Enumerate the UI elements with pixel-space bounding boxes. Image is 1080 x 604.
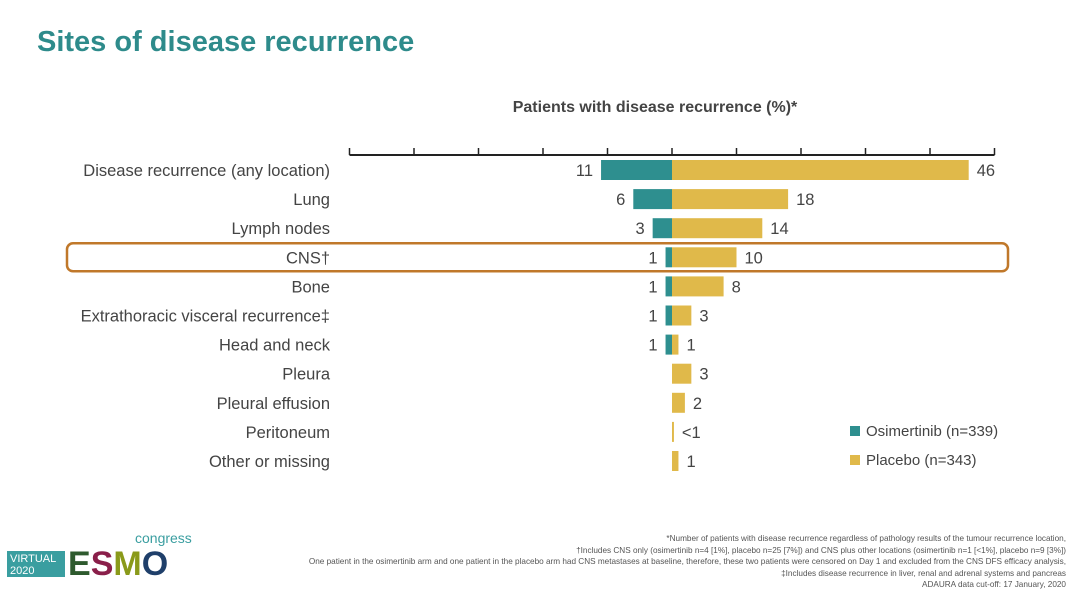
footnote: One patient in the osimertinib arm and o… bbox=[308, 557, 1066, 566]
placebo-value-label: <1 bbox=[682, 424, 701, 442]
logo-year: 2020 bbox=[10, 565, 35, 577]
highlight-box bbox=[65, 242, 1010, 273]
category-label: Peritoneum bbox=[246, 424, 330, 442]
category-label: Pleural effusion bbox=[217, 395, 330, 413]
osimertinib-bar bbox=[633, 189, 672, 210]
category-label: Lymph nodes bbox=[232, 220, 330, 238]
chart-title: Patients with disease recurrence (%)* bbox=[513, 99, 798, 116]
osimertinib-bar bbox=[652, 218, 672, 239]
footnote: *Number of patients with disease recurre… bbox=[666, 534, 1066, 543]
category-label: Head and neck bbox=[219, 337, 331, 355]
category-label: Lung bbox=[293, 191, 330, 209]
footnote: ‡Includes disease recurrence in liver, r… bbox=[781, 568, 1066, 578]
osimertinib-value-label: 1 bbox=[648, 249, 657, 267]
placebo-value-label: 18 bbox=[796, 191, 814, 209]
footnotes: *Number of patients with disease recurre… bbox=[309, 533, 1066, 591]
placebo-bar bbox=[672, 276, 724, 297]
placebo-value-label: 1 bbox=[686, 337, 695, 355]
logo-virtual-box: VIRTUAL 2020 bbox=[7, 551, 65, 577]
osimertinib-bar bbox=[665, 334, 672, 355]
placebo-value-label: 8 bbox=[732, 278, 741, 296]
logo-esmo: ESMO bbox=[68, 545, 169, 583]
placebo-value-label: 2 bbox=[693, 395, 702, 413]
placebo-value-label: 3 bbox=[699, 366, 708, 384]
placebo-value-label: 14 bbox=[770, 220, 788, 238]
logo-virtual: VIRTUAL bbox=[10, 553, 57, 565]
osimertinib-bar bbox=[665, 305, 672, 326]
placebo-value-label: 46 bbox=[977, 162, 995, 180]
placebo-bar bbox=[672, 363, 692, 384]
legend-swatch bbox=[850, 455, 860, 465]
placebo-bar bbox=[672, 392, 685, 413]
category-label: CNS† bbox=[286, 249, 330, 267]
category-label: Bone bbox=[291, 278, 330, 296]
osimertinib-value-label: 1 bbox=[648, 278, 657, 296]
category-label: Disease recurrence (any location) bbox=[83, 162, 330, 180]
placebo-value-label: 3 bbox=[699, 308, 708, 326]
footnote: ADAURA data cut-off: 17 January, 2020 bbox=[922, 580, 1066, 589]
category-label: Extrathoracic visceral recurrence‡ bbox=[81, 308, 330, 326]
placebo-bar bbox=[672, 189, 789, 210]
category-label: Other or missing bbox=[209, 453, 330, 471]
slide-title: Sites of disease recurrence bbox=[37, 26, 415, 58]
placebo-value-label: 10 bbox=[745, 249, 763, 267]
osimertinib-value-label: 11 bbox=[576, 162, 593, 180]
osimertinib-value-label: 6 bbox=[616, 191, 625, 209]
legend-label: Osimertinib (n=339) bbox=[866, 423, 998, 440]
osimertinib-value-label: 1 bbox=[648, 308, 657, 326]
legend-swatch bbox=[850, 426, 860, 436]
placebo-bar bbox=[672, 247, 737, 268]
placebo-bar bbox=[672, 160, 969, 180]
legend-label: Placebo (n=343) bbox=[866, 452, 977, 469]
osimertinib-bar bbox=[665, 247, 672, 268]
placebo-bar bbox=[672, 334, 679, 355]
placebo-bar bbox=[672, 421, 674, 442]
osimertinib-value-label: 1 bbox=[648, 337, 657, 355]
footnote: †Includes CNS only (osimertinib n=4 [1%]… bbox=[576, 545, 1066, 555]
placebo-bar bbox=[672, 305, 692, 326]
osimertinib-bar bbox=[665, 276, 672, 297]
category-label: Pleura bbox=[282, 366, 331, 384]
placebo-value-label: 1 bbox=[686, 453, 695, 471]
logo-congress: congress bbox=[135, 530, 192, 546]
placebo-bar bbox=[672, 451, 679, 471]
osimertinib-value-label: 3 bbox=[635, 220, 644, 238]
osimertinib-bar bbox=[601, 160, 672, 180]
placebo-bar bbox=[672, 218, 763, 239]
diverging-bar-chart: Patients with disease recurrence (%)* Dis… bbox=[65, 99, 1010, 471]
